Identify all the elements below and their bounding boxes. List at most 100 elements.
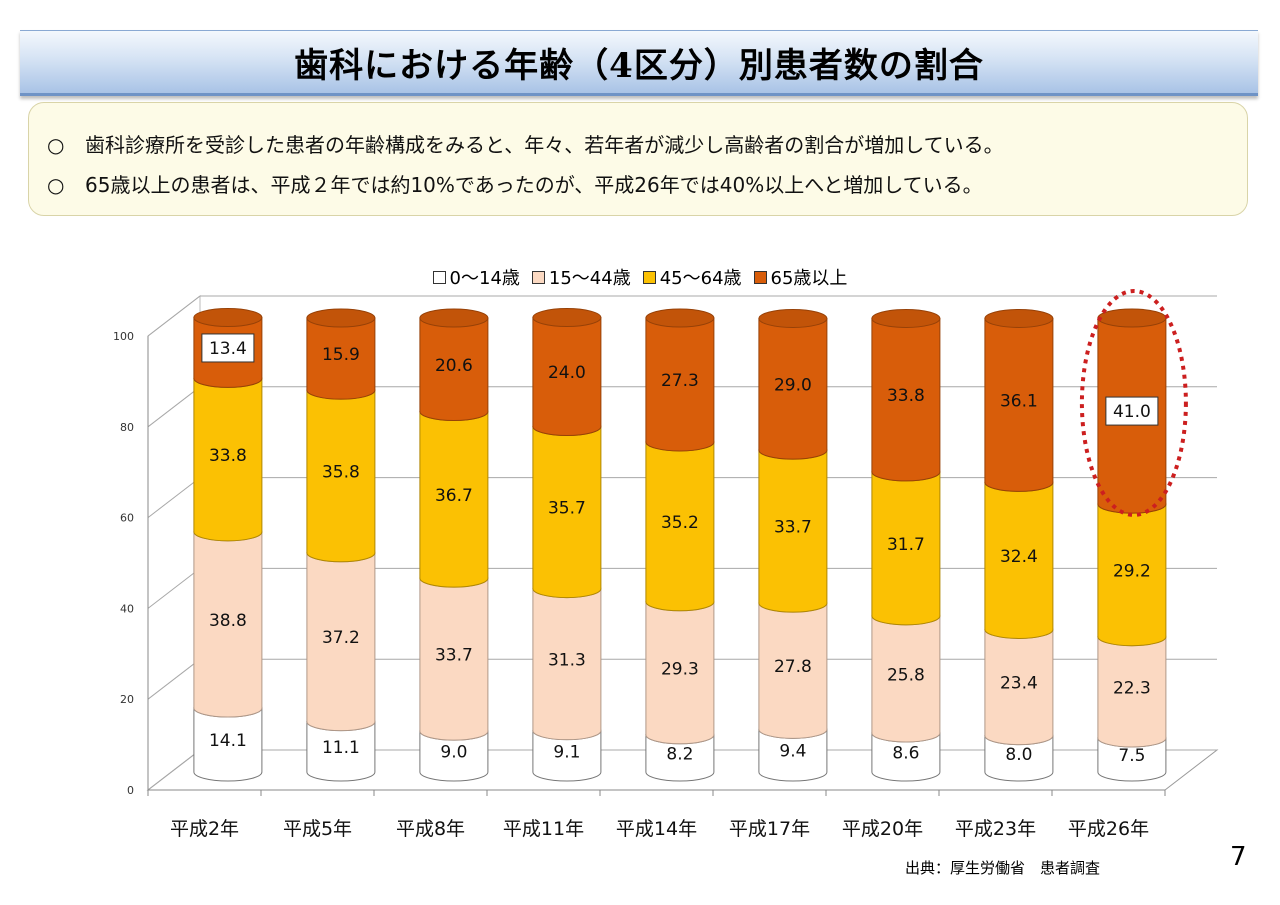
data-label: 29.0: [774, 375, 812, 395]
bar-segment: [532, 588, 602, 741]
summary-line-1: ○ 歯科診療所を受診した患者の年齢構成をみると、年々、若年者が減少し高齢者の割合が…: [47, 129, 1004, 158]
bar-segment: [306, 552, 376, 732]
data-label-box: [201, 333, 255, 363]
data-label: 8.0: [1005, 745, 1032, 765]
bar-segment: [193, 531, 263, 718]
legend-swatch: [531, 270, 545, 284]
data-label: 9.4: [779, 742, 806, 762]
legend-swatch: [432, 270, 446, 284]
bar-segment-cap: [532, 308, 602, 328]
data-label: 31.7: [887, 535, 925, 555]
data-label: 22.3: [1113, 678, 1151, 698]
data-label: 9.1: [553, 742, 580, 762]
x-tick-label: 平成26年: [1068, 818, 1149, 840]
bar-segment: [306, 721, 376, 782]
bar-segment: [193, 377, 263, 542]
y-tick-label: 20: [120, 693, 134, 706]
bar-segment-cap: [645, 308, 715, 328]
bar-segment: [532, 317, 602, 437]
bar-segment: [1097, 503, 1167, 647]
data-label: 7.5: [1118, 746, 1145, 766]
bar-segment: [758, 449, 828, 613]
gridline-side: [147, 568, 201, 609]
legend-label: 0～14歳: [449, 268, 520, 289]
data-label: 27.8: [774, 657, 812, 677]
legend-label: 65歳以上: [770, 268, 848, 289]
summary-text-1: 歯科診療所を受診した患者の年齢構成をみると、年々、若年者が減少し高齢者の割合が増…: [85, 133, 1004, 157]
data-label: 35.8: [322, 462, 360, 482]
bar-segment: [871, 732, 941, 782]
data-label: 11.1: [322, 738, 360, 758]
legend-label: 45～64歳: [659, 268, 742, 289]
x-tick-label: 平成20年: [842, 818, 923, 840]
x-tick-label: 平成11年: [503, 818, 584, 840]
gridline-side: [147, 658, 201, 700]
legend-item-65-plus: 65歳以上: [753, 264, 848, 290]
data-label: 29.2: [1113, 561, 1151, 581]
data-label: 33.7: [435, 646, 473, 666]
data-label: 8.2: [666, 744, 693, 764]
legend-swatch: [753, 270, 767, 284]
data-label: 29.3: [661, 659, 699, 679]
data-label: 25.8: [887, 665, 925, 685]
bar-segment: [758, 317, 828, 460]
data-label: 35.7: [548, 499, 586, 519]
bar-segment-cap: [871, 308, 941, 328]
bullet-circle-icon: ○: [47, 173, 65, 197]
bar-segment: [419, 730, 489, 782]
bar-segment: [645, 317, 715, 452]
summary-box: ○ 歯科診療所を受診した患者の年齢構成をみると、年々、若年者が減少し高齢者の割合が…: [28, 102, 1248, 216]
legend-swatch: [642, 270, 656, 284]
page-title: 歯科における年齢（4区分）別患者数の割合: [294, 45, 984, 86]
x-tick-label: 平成14年: [616, 818, 697, 840]
bar-segment: [419, 317, 489, 422]
data-label: 33.7: [774, 518, 812, 538]
bar-segment: [1097, 737, 1167, 782]
chart-legend: 0～14歳 15～44歳 45～64歳 65歳以上: [0, 264, 1280, 290]
side-wall: [147, 294, 201, 792]
bar-segment-cap: [984, 308, 1054, 328]
bar-segment: [645, 601, 715, 745]
x-tick-label: 平成23年: [955, 818, 1036, 840]
summary-text-2: 65歳以上の患者は、平成２年では約10%であったのが、平成26年では40%以上へ…: [85, 173, 983, 197]
data-label: 24.0: [548, 363, 586, 383]
data-label: 27.3: [661, 371, 699, 391]
y-tick-label: 0: [127, 784, 134, 797]
data-label: 33.8: [209, 446, 247, 466]
bar-segment-cap: [193, 308, 263, 328]
data-label: 31.3: [548, 651, 586, 671]
legend-label: 15～44歳: [548, 268, 631, 289]
bar-segment: [306, 317, 376, 400]
bar-segment: [645, 441, 715, 612]
y-tick-label: 40: [120, 602, 134, 615]
bar-segment: [984, 481, 1054, 639]
x-tick-label: 平成5年: [283, 818, 352, 840]
bar-segment: [871, 615, 941, 743]
bar-segment-cap: [306, 308, 376, 328]
data-label: 38.8: [209, 611, 247, 631]
data-label: 32.4: [1000, 547, 1038, 567]
bar-segment: [645, 734, 715, 782]
bullet-circle-icon: ○: [47, 133, 65, 157]
bar-segment: [871, 317, 941, 482]
gridline-side: [147, 295, 201, 337]
data-label: 36.1: [1000, 391, 1038, 411]
bar-segment: [532, 730, 602, 782]
source-note: 出典：厚生労働省 患者調査: [905, 859, 1101, 877]
bar-segment-cap: [1097, 308, 1167, 328]
y-tick-label: 60: [120, 512, 134, 525]
data-label: 8.6: [892, 743, 919, 763]
x-tick-label: 平成8年: [396, 818, 465, 840]
data-label: 33.8: [887, 386, 925, 406]
bar-segment: [1097, 636, 1167, 748]
gridline-side: [147, 477, 201, 518]
bar-segment: [758, 728, 828, 782]
gridline-side: [147, 386, 201, 428]
bar-segment: [984, 628, 1054, 746]
data-label-box: [1105, 396, 1159, 426]
data-label: 37.2: [322, 628, 360, 648]
bar-segment: [984, 735, 1054, 782]
data-label: 13.4: [209, 339, 247, 359]
bar-segment: [193, 707, 263, 782]
